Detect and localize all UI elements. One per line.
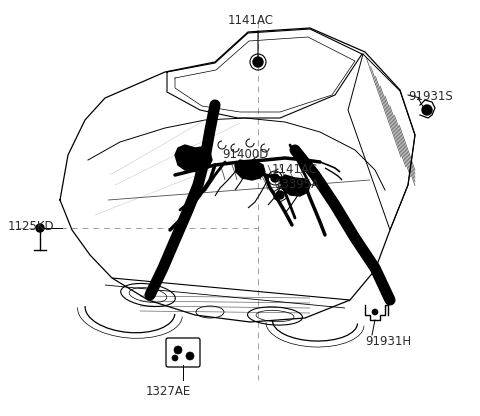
Polygon shape [175, 145, 212, 172]
Circle shape [422, 105, 432, 115]
Text: 91931H: 91931H [365, 335, 411, 348]
Circle shape [271, 174, 279, 182]
Circle shape [186, 352, 194, 360]
Circle shape [36, 224, 44, 232]
Circle shape [276, 191, 284, 199]
Circle shape [372, 309, 378, 315]
Text: 91931S: 91931S [408, 90, 453, 103]
Text: 1141AC: 1141AC [228, 14, 274, 27]
Circle shape [172, 355, 178, 361]
Text: 91400D: 91400D [222, 148, 268, 161]
Circle shape [253, 57, 263, 67]
Text: 1141AC: 1141AC [272, 163, 318, 176]
Text: 1327AE: 1327AE [145, 385, 191, 398]
Text: 1125KD: 1125KD [8, 220, 55, 233]
Polygon shape [280, 175, 310, 196]
Polygon shape [235, 160, 265, 180]
Circle shape [174, 346, 182, 354]
Text: 13395A: 13395A [275, 178, 320, 191]
FancyBboxPatch shape [166, 338, 200, 367]
